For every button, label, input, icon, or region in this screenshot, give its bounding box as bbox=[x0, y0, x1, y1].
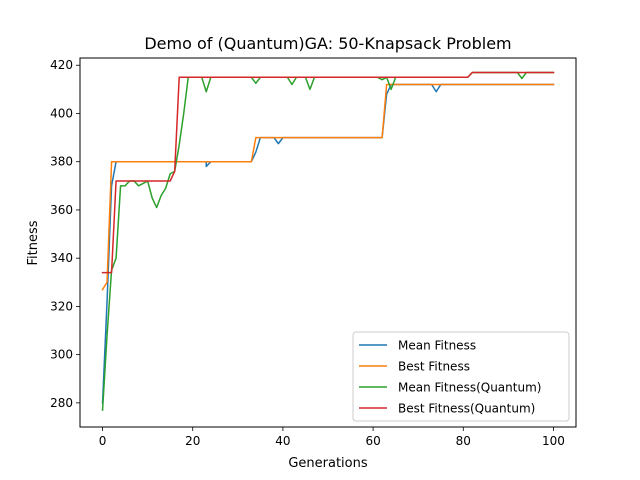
y-tick-label: 340 bbox=[50, 251, 73, 265]
y-tick-label: 360 bbox=[50, 203, 73, 217]
plot-lines bbox=[101, 71, 555, 411]
x-tick-label: 60 bbox=[365, 434, 380, 448]
legend-box bbox=[352, 331, 570, 422]
legend: Mean Fitness Best Fitness Mean Fitness(Qua… bbox=[352, 331, 570, 422]
chart-title: Demo of (Quantum)GA: 50-Knapsack Problem bbox=[144, 34, 511, 53]
x-tick-label: 0 bbox=[99, 434, 107, 448]
y-tick-label: 420 bbox=[50, 58, 73, 72]
y-tick-label: 320 bbox=[50, 299, 73, 313]
legend-entry-label: Mean Fitness bbox=[398, 339, 476, 353]
legend-entry-label: Best Fitness bbox=[398, 360, 470, 374]
y-axis-label: Fitness bbox=[26, 220, 41, 265]
x-tick-label: 100 bbox=[542, 434, 565, 448]
legend-entry-label: Best Fitness(Quantum) bbox=[398, 402, 535, 416]
x-axis-ticks: 0 20 40 60 80 100 bbox=[99, 427, 565, 448]
y-tick-label: 280 bbox=[50, 396, 73, 410]
y-tick-label: 400 bbox=[50, 106, 73, 120]
axes-frame bbox=[79, 57, 577, 428]
y-tick-label: 300 bbox=[50, 348, 73, 362]
series-line-1 bbox=[101, 83, 555, 291]
series-line-3 bbox=[101, 71, 555, 274]
y-axis-ticks: 280 300 320 340 360 380 400 420 bbox=[50, 58, 80, 410]
x-tick-label: 20 bbox=[185, 434, 200, 448]
legend-entry-label: Mean Fitness(Quantum) bbox=[398, 381, 541, 395]
y-tick-label: 380 bbox=[50, 155, 73, 169]
x-tick-label: 80 bbox=[456, 434, 471, 448]
x-axis-label: Generations bbox=[288, 456, 368, 471]
x-tick-label: 40 bbox=[275, 434, 290, 448]
